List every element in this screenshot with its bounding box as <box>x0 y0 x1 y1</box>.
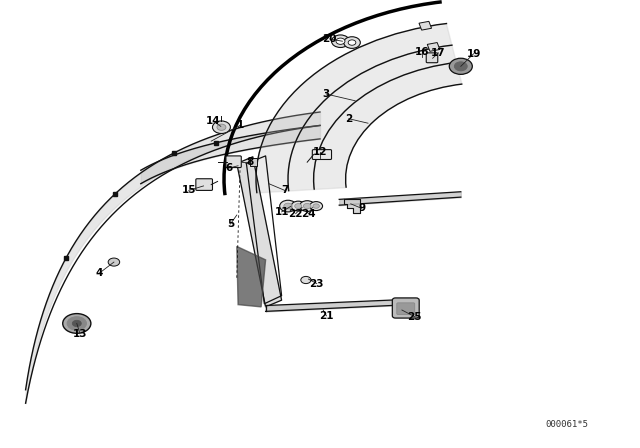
Polygon shape <box>314 62 462 190</box>
Text: 12: 12 <box>313 147 327 157</box>
Circle shape <box>301 276 311 284</box>
Text: 6: 6 <box>225 163 233 173</box>
Circle shape <box>313 204 319 208</box>
Text: 1: 1 <box>236 121 244 130</box>
Text: 17: 17 <box>431 48 445 58</box>
Circle shape <box>454 62 467 71</box>
FancyBboxPatch shape <box>392 298 419 318</box>
Text: 22: 22 <box>289 209 303 219</box>
Text: 000061*5: 000061*5 <box>546 420 589 429</box>
Circle shape <box>295 203 302 209</box>
FancyBboxPatch shape <box>312 150 332 159</box>
Circle shape <box>67 317 86 330</box>
Text: 5: 5 <box>227 219 234 229</box>
FancyBboxPatch shape <box>196 179 212 190</box>
Circle shape <box>344 37 360 48</box>
Text: 25: 25 <box>408 312 422 322</box>
Polygon shape <box>288 45 456 191</box>
Text: 15: 15 <box>182 185 196 195</box>
Circle shape <box>332 35 349 47</box>
Circle shape <box>108 258 120 266</box>
Circle shape <box>72 320 81 327</box>
Text: 2: 2 <box>345 114 353 124</box>
FancyBboxPatch shape <box>397 303 415 314</box>
Polygon shape <box>237 246 266 307</box>
Circle shape <box>280 200 296 212</box>
Text: 8: 8 <box>246 157 253 167</box>
Polygon shape <box>256 24 452 193</box>
Text: 3: 3 <box>323 89 330 99</box>
Text: 19: 19 <box>467 49 481 59</box>
Bar <box>428 43 440 52</box>
Text: 13: 13 <box>73 329 87 339</box>
Circle shape <box>303 203 311 209</box>
Text: 4: 4 <box>95 268 103 278</box>
Circle shape <box>310 202 323 211</box>
Text: 16: 16 <box>415 47 429 56</box>
Polygon shape <box>237 157 282 307</box>
Text: 9: 9 <box>358 203 365 213</box>
FancyBboxPatch shape <box>426 53 438 63</box>
Text: 14: 14 <box>206 116 220 126</box>
Text: 7: 7 <box>281 185 289 195</box>
Circle shape <box>291 201 305 211</box>
Polygon shape <box>344 199 360 213</box>
Circle shape <box>336 38 345 44</box>
Circle shape <box>348 40 356 45</box>
Bar <box>419 22 431 30</box>
FancyBboxPatch shape <box>226 156 241 168</box>
Circle shape <box>449 58 472 74</box>
Bar <box>250 158 257 166</box>
Circle shape <box>63 314 91 333</box>
Text: 23: 23 <box>310 279 324 289</box>
Circle shape <box>284 203 292 209</box>
Text: 21: 21 <box>319 311 333 321</box>
Circle shape <box>217 124 226 130</box>
Circle shape <box>300 201 315 211</box>
Circle shape <box>212 121 230 134</box>
Text: 24: 24 <box>301 209 316 219</box>
Text: 11: 11 <box>275 207 289 217</box>
Text: 20: 20 <box>323 34 337 44</box>
